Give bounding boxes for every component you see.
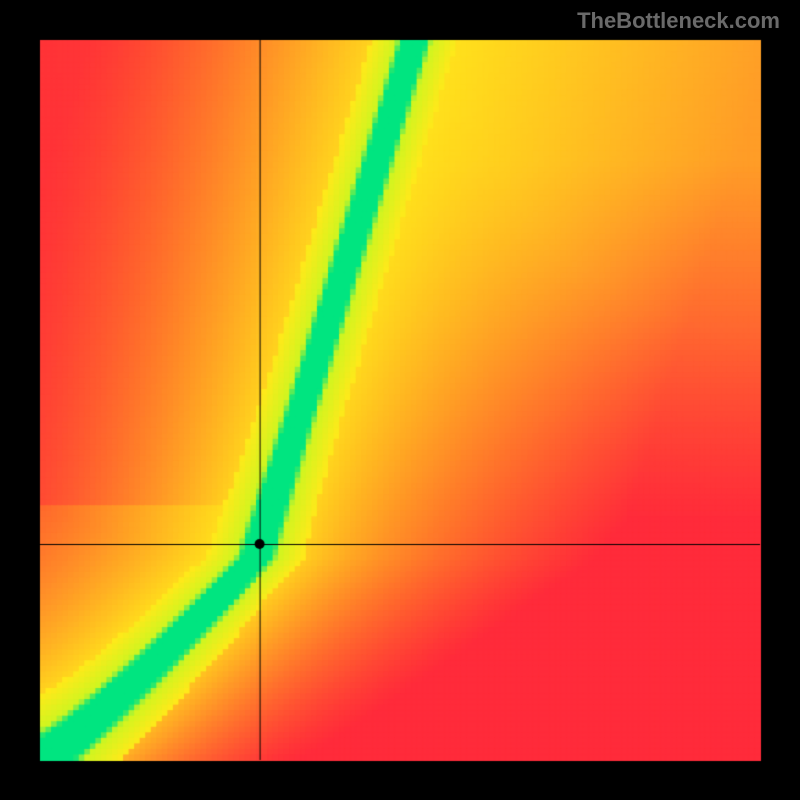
watermark-text: TheBottleneck.com: [577, 8, 780, 34]
heatmap-canvas: [0, 0, 800, 800]
chart-container: TheBottleneck.com: [0, 0, 800, 800]
